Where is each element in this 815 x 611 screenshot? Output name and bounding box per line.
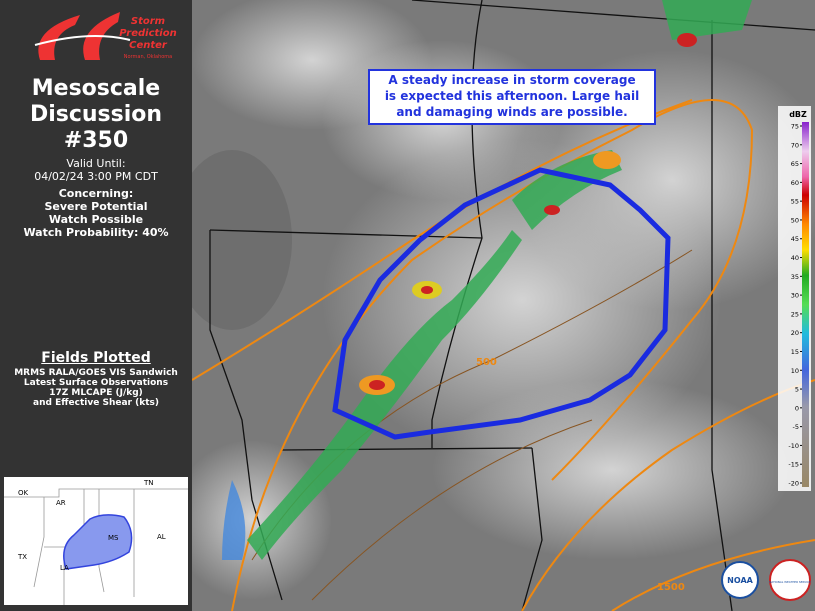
noaa-logo bbox=[721, 561, 759, 599]
colorbar-tick-label: 20 bbox=[791, 329, 799, 337]
colorbar-tick-label: -20 bbox=[788, 480, 799, 488]
colorbar-tick-label: 5 bbox=[795, 386, 799, 394]
colorbar-unit: dBZ bbox=[789, 110, 807, 119]
colorbar-ticks: 757065605550454035302520151050-5-10-15-2… bbox=[788, 123, 802, 488]
radar-echoes bbox=[222, 0, 752, 560]
cape-contours bbox=[192, 99, 815, 611]
colorbar bbox=[802, 122, 809, 487]
inset-map: OK AR TN TX MS AL LA bbox=[4, 477, 188, 605]
field: and Effective Shear (kts) bbox=[33, 398, 159, 408]
valid-time: 04/02/24 3:00 PM CDT bbox=[34, 170, 158, 183]
md-polygon bbox=[332, 167, 671, 440]
logo-location: Norman, Oklahoma bbox=[124, 54, 173, 60]
concerning-label: Concerning: bbox=[58, 187, 134, 200]
state-label: AL bbox=[157, 533, 166, 541]
colorbar-tick-label: 55 bbox=[791, 198, 799, 206]
colorbar-tick-label: 30 bbox=[791, 292, 799, 300]
colorbar-tick-label: 35 bbox=[791, 273, 799, 281]
logo-line bbox=[34, 35, 131, 46]
title: Mesoscale bbox=[31, 76, 161, 101]
colorbar-tick-label: 60 bbox=[791, 179, 799, 187]
colorbar-tick-label: 45 bbox=[791, 235, 799, 243]
colorbar-tick-label: 25 bbox=[791, 310, 799, 318]
colorbar-tick-label: 65 bbox=[791, 160, 799, 168]
sidebar: Storm Prediction Center Norman, Oklahoma… bbox=[0, 0, 192, 611]
field: Latest Surface Observations bbox=[23, 378, 169, 388]
colorbar-tick-label: 0 bbox=[795, 404, 799, 412]
state-label: TX bbox=[17, 553, 27, 561]
colorbar-tick-label: 70 bbox=[791, 141, 799, 149]
colorbar-tick-label: 10 bbox=[791, 367, 799, 375]
colorbar-tick-label: 50 bbox=[791, 216, 799, 224]
logo-text: NOAA bbox=[727, 576, 753, 585]
callout-box bbox=[368, 69, 656, 125]
contour-label: 1500 bbox=[657, 582, 685, 593]
title: Discussion bbox=[29, 102, 163, 127]
title: #350 bbox=[63, 128, 129, 153]
colorbar-tick-label: -5 bbox=[793, 423, 799, 431]
callout-text: is expected this afternoon. Large hail bbox=[385, 89, 639, 103]
contour-label: 500 bbox=[476, 357, 497, 368]
valid-label: Valid Until: bbox=[66, 157, 126, 170]
logo-text: Storm bbox=[131, 16, 165, 27]
state-label: OK bbox=[18, 489, 29, 497]
concerning: Severe Potential bbox=[44, 200, 148, 213]
logo-text: Prediction bbox=[119, 28, 176, 39]
map: 500 1500 A steady increase in storm cove… bbox=[192, 0, 815, 611]
field: 17Z MLCAPE (J/kg) bbox=[49, 388, 143, 398]
colorbar-tick-label: -10 bbox=[788, 442, 799, 450]
spc-logo: Storm Prediction Center Norman, Oklahoma bbox=[34, 12, 177, 60]
fields-title: Fields Plotted bbox=[41, 350, 151, 366]
callout-text: and damaging winds are possible. bbox=[396, 105, 627, 119]
logo-text: Center bbox=[129, 40, 168, 51]
logo-text: NATIONAL WEATHER SERVICE bbox=[769, 580, 811, 584]
callout-text: A steady increase in storm coverage bbox=[388, 73, 635, 87]
nws-logo bbox=[769, 559, 811, 601]
colorbar-tick-label: -15 bbox=[788, 461, 799, 469]
colorbar-tick-label: 75 bbox=[791, 123, 799, 131]
logo-swoosh bbox=[38, 15, 80, 60]
watch-probability: Watch Probability: 40% bbox=[23, 226, 169, 239]
colorbar-tick-label: 40 bbox=[791, 254, 799, 262]
concerning: Watch Possible bbox=[48, 213, 144, 226]
state-label: AR bbox=[56, 499, 66, 507]
field: MRMS RALA/GOES VIS Sandwich bbox=[14, 368, 178, 378]
colorbar-tick-label: 15 bbox=[791, 348, 799, 356]
inset-md-area bbox=[63, 514, 133, 570]
state-label: MS bbox=[108, 534, 119, 542]
state-label: LA bbox=[60, 564, 69, 572]
state-label: TN bbox=[143, 479, 154, 487]
